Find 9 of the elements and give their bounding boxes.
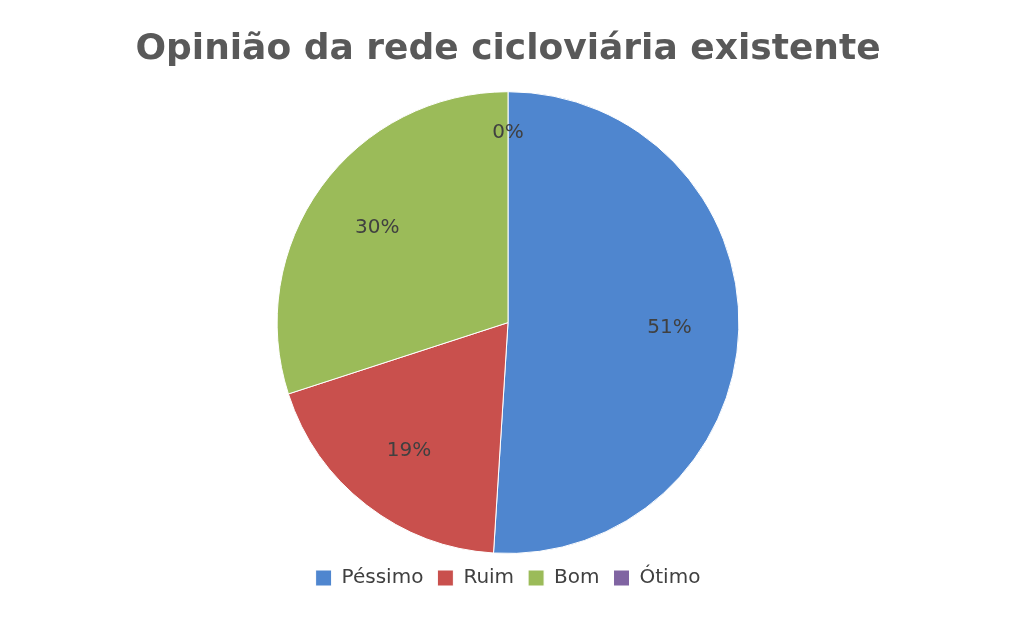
legend-label: Ruim — [463, 564, 515, 589]
legend-label: Péssimo — [341, 564, 424, 589]
data-label: 30% — [355, 213, 400, 238]
text: 0% — [492, 119, 524, 144]
chart-title: Opinião da rede cicloviária existente — [135, 25, 881, 67]
legend-label: Bom — [554, 564, 600, 589]
data-label: 19% — [386, 436, 432, 461]
data-label: 51% — [647, 313, 692, 338]
legend-label: Ótimo — [639, 564, 701, 589]
